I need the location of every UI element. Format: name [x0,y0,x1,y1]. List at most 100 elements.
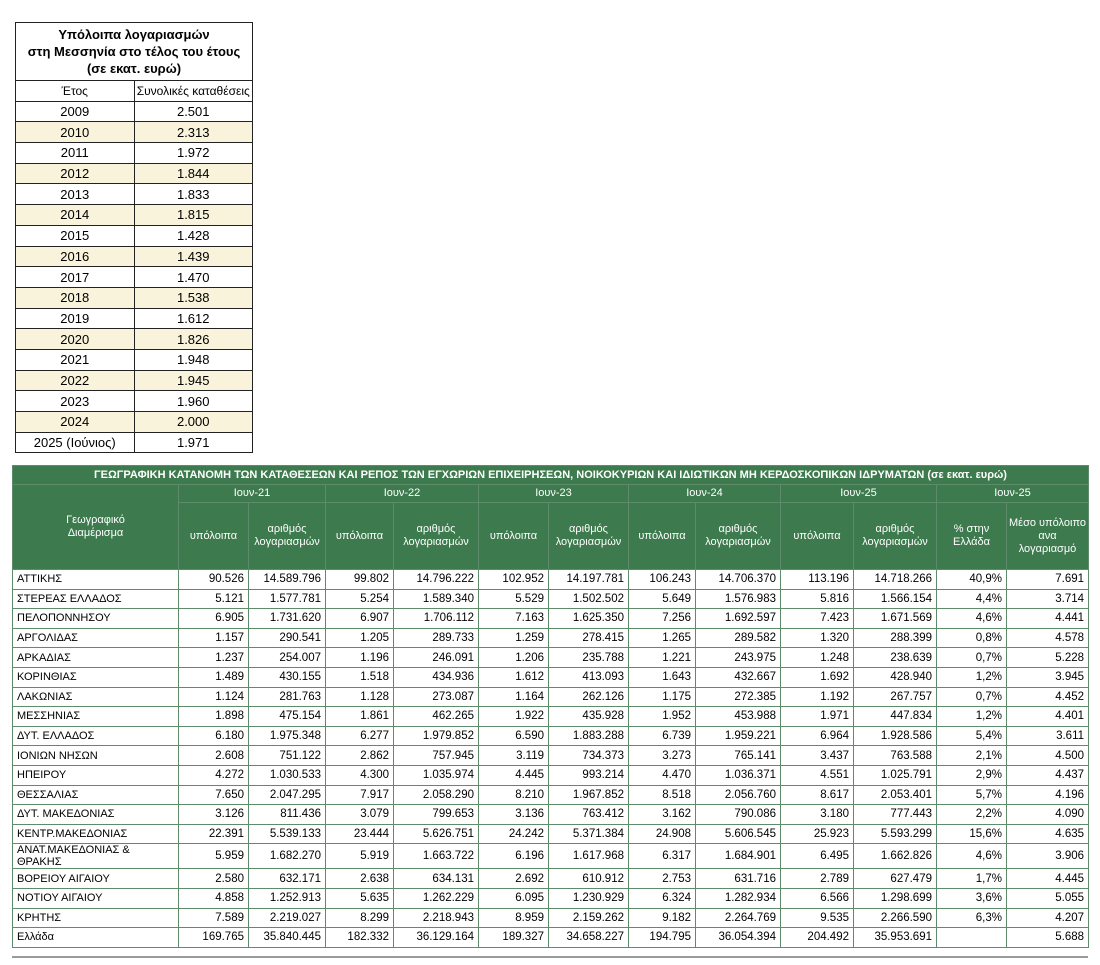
value-cell: 765.141 [695,745,781,766]
value-cell: 1.262.229 [393,887,479,909]
deposits-cell: 1.612 [133,307,253,330]
period-header: Ιουν-25 [780,484,937,503]
value-cell: 453.988 [695,706,781,727]
deposits-cell: 1.470 [133,266,253,288]
data-row: ΚΟΡΙΝΘΙΑΣ 1.489 430.155 1.518 434.936 1.612 41… [12,666,1090,688]
value-cell: 5.688 [1005,927,1090,948]
distribution-table: ΓΕΩΓΡΑΦΙΚΗ ΚΑΤΑΝΟΜΗ ΤΩΝ ΚΑΤΑΘΕΣΕΩΝ ΚΑΙ Ρ… [11,465,1090,948]
value-cell: 6.739 [628,725,696,747]
value-cell: 14.706.370 [695,569,781,590]
value-cell: 4.635 [1005,823,1090,845]
value-cell: 2.692 [478,868,549,889]
value-cell: 7.589 [178,907,249,929]
value-cell: 24.242 [478,823,549,845]
deposits-cell: 1.971 [133,431,253,454]
value-cell: 2.047.295 [248,784,326,806]
value-cell: 6.590 [478,725,549,747]
value-cell: 15,6% [936,823,1007,845]
data-row: ΒΟΡΕΙΟΥ ΑΙΓΑΙΟΥ 2.580 632.171 2.638 634.131 2… [12,868,1090,889]
value-cell: 106.243 [628,569,696,590]
region-cell: ΗΠΕΙΡΟΥ [12,764,179,786]
column-header: Συνολικές καταθέσεις [133,80,253,102]
value-cell: 6.907 [325,608,394,629]
data-row: 2022 1.945 [15,369,253,392]
value-cell: 14.718.266 [853,569,937,590]
value-cell: 1.589.340 [393,588,479,610]
region-cell: ΛΑΚΩΝΙΑΣ [12,686,179,708]
value-cell: 1.489 [178,666,249,688]
value-cell: 4,6% [936,608,1007,629]
value-cell: 8.210 [478,784,549,806]
value-cell: 6.196 [478,843,549,870]
value-cell: 6.317 [628,843,696,870]
value-cell: 254.007 [248,647,326,668]
value-cell: 5.254 [325,588,394,610]
value-cell: 6.964 [780,725,854,747]
value-cell: 462.265 [393,706,479,727]
value-cell: 1.692.597 [695,608,781,629]
data-row: ΚΡΗΤΗΣ 7.589 2.219.027 8.299 2.218.943 8.959 2… [12,907,1090,929]
value-cell: 246.091 [393,647,479,668]
value-cell: 2,2% [936,804,1007,825]
year-cell: 2024 [15,411,135,433]
value-cell: 5.529 [478,588,549,610]
value-cell: 1.030.533 [248,764,326,786]
year-cell: 2016 [15,245,135,268]
balances-table: Υπόλοιπα λογαριασμών στη Μεσσηνία στο τέλ… [15,22,253,454]
value-cell: 4.578 [1005,627,1090,649]
value-cell: 14.796.222 [393,569,479,590]
deposits-cell: 1.844 [133,162,253,185]
value-cell: 1.221 [628,647,696,668]
value-cell: 5.959 [178,843,249,870]
value-cell: 1.192 [780,686,854,708]
value-cell: 1.643 [628,666,696,688]
value-cell: 763.412 [548,804,629,825]
value-cell: 1.248 [780,647,854,668]
value-cell: 289.733 [393,627,479,649]
value-cell: 8.959 [478,907,549,929]
sub-header: αριθμός λογαριασμών [695,502,781,570]
value-cell: 3.611 [1005,725,1090,747]
value-cell: 413.093 [548,666,629,688]
value-cell: 1.124 [178,686,249,708]
value-cell: 90.526 [178,569,249,590]
value-cell: 8.518 [628,784,696,806]
value-cell: 1.206 [478,647,549,668]
value-cell: 1.576.983 [695,588,781,610]
data-row: ΑΡΓΟΛΙΔΑΣ 1.157 290.541 1.205 289.733 1.259 27… [12,627,1090,649]
sub-header: Μέσο υπόλοιπο ανα λογαριασμό [1005,502,1090,570]
value-cell: 4.551 [780,764,854,786]
year-cell: 2018 [15,286,135,309]
region-cell: ΑΡΚΑΔΙΑΣ [12,647,179,668]
value-cell: 2,9% [936,764,1007,786]
value-cell: 3.273 [628,745,696,766]
value-cell: 3.180 [780,804,854,825]
value-cell: 1.298.699 [853,887,937,909]
value-cell: 5.816 [780,588,854,610]
value-cell: 3.162 [628,804,696,825]
sub-header: υπόλοιπα [478,502,549,570]
year-cell: 2013 [15,183,135,206]
value-cell: 36.129.164 [393,927,479,948]
value-cell: 7.650 [178,784,249,806]
value-cell: 5.371.384 [548,823,629,845]
value-cell: 34.658.227 [548,927,629,948]
value-cell: 3.136 [478,804,549,825]
table-title: ΓΕΩΓΡΑΦΙΚΗ ΚΑΤΑΝΟΜΗ ΤΩΝ ΚΑΤΑΘΕΣΕΩΝ ΚΑΙ Ρ… [11,465,1090,485]
value-cell: 2.753 [628,868,696,889]
value-cell: 3.126 [178,804,249,825]
sub-header: υπόλοιπα [628,502,696,570]
value-cell: 1.625.350 [548,608,629,629]
value-cell: 434.936 [393,666,479,688]
period-header: Ιουν-25 [935,484,1090,503]
data-row: ΗΠΕΙΡΟΥ 4.272 1.030.533 4.300 1.035.974 4.445… [12,764,1090,786]
value-cell: 235.788 [548,647,629,668]
data-row: 2014 1.815 [15,204,253,226]
value-cell: 1.036.371 [695,764,781,786]
value-cell: 1.662.826 [853,843,937,870]
data-row: 2019 1.612 [15,307,253,330]
value-cell: 634.131 [393,868,479,889]
value-cell: 14.589.796 [248,569,326,590]
value-cell: 1.518 [325,666,394,688]
value-cell: 6.566 [780,887,854,909]
